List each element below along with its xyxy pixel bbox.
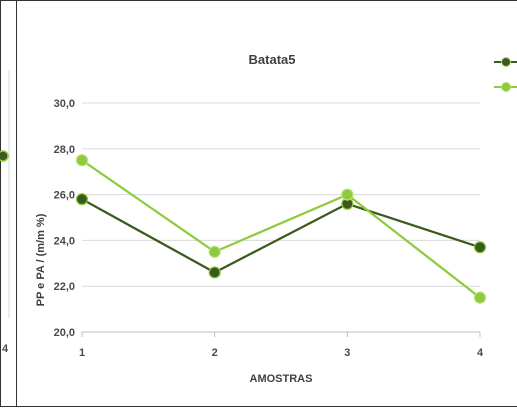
y-tick-label: 22,0 <box>54 281 75 293</box>
legend-marker-1 <box>501 57 511 67</box>
x-tick-label: 4 <box>477 347 484 359</box>
legend <box>494 57 517 92</box>
x-axis-title: AMOSTRAS <box>250 373 313 385</box>
y-tick-label: 20,0 <box>54 327 75 339</box>
y-axis-title: PP e PA / (m/m %) <box>35 213 47 306</box>
series-line-1 <box>81 198 481 274</box>
series-1-point <box>208 266 221 279</box>
x-tick-labels: 1 2 3 4 <box>79 332 484 359</box>
series-1-point <box>473 241 487 254</box>
legend-marker-2 <box>501 82 511 92</box>
chart-title: Batata5 <box>249 52 296 67</box>
gridlines <box>82 102 480 333</box>
series-line-2 <box>81 159 481 299</box>
series-2-point <box>75 154 89 167</box>
y-tick-label: 30,0 <box>54 98 75 110</box>
series-2-point <box>208 245 221 258</box>
series-1-point <box>75 193 89 206</box>
y-tick-labels: 20,0 22,0 24,0 26,0 28,0 30,0 <box>54 98 75 339</box>
y-tick-label: 26,0 <box>54 190 75 202</box>
left-fragment-marker <box>0 150 9 162</box>
series-2-point <box>341 188 354 201</box>
x-tick-label: 2 <box>212 347 218 359</box>
y-tick-label: 28,0 <box>54 144 75 156</box>
y-tick-label: 24,0 <box>54 235 75 247</box>
x-tick-label: 1 <box>79 347 85 359</box>
series-lines <box>75 154 487 304</box>
series-2-point <box>473 291 487 304</box>
left-fragment-tick-label: 4 <box>2 343 9 355</box>
x-tick-label: 3 <box>344 347 350 359</box>
